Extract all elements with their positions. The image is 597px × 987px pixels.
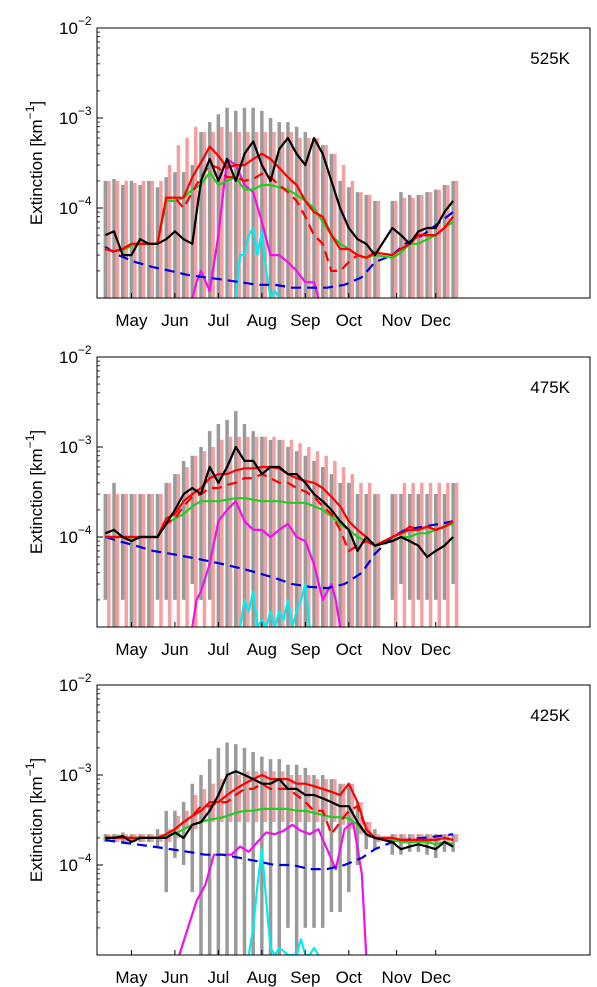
panel-label: 525K: [530, 49, 570, 68]
x-tick-label: Aug: [247, 640, 277, 659]
black-solid-series-line: [104, 136, 454, 257]
x-tick-label: May: [115, 968, 148, 987]
red-solid-series-line: [105, 773, 454, 842]
y-tick-label: 10−4: [59, 851, 92, 875]
x-tick-label: Nov: [382, 311, 413, 330]
x-tick-label: Dec: [421, 311, 452, 330]
y-tick-label: 10−3: [59, 104, 92, 128]
x-tick-label: May: [115, 640, 148, 659]
cyan-solid-series-line: [234, 226, 281, 298]
x-tick-label: Jul: [208, 311, 230, 330]
blue-dashed-series-line: [105, 833, 454, 871]
y-tick-label: 10−4: [59, 194, 92, 218]
axes-frame: [96, 684, 591, 956]
x-tick-label: Sep: [290, 640, 320, 659]
axes-frame: [96, 356, 591, 628]
y-tick-label: 10−2: [59, 14, 92, 38]
x-tick-label: Jun: [161, 968, 188, 987]
x-tick-label: Jun: [161, 640, 188, 659]
y-axis-label: Extinction [km−1]: [23, 758, 46, 882]
plot-area: [103, 411, 459, 627]
x-tick-label: Oct: [336, 640, 363, 659]
x-tick-label: Nov: [382, 968, 413, 987]
panel-3: 10−2 10−3 10−4 May Jun Jul Aug Sep Oct Nov Dec 425K…: [23, 671, 591, 987]
panel-1: 10−2 10−3 10−4 May Jun Jul Aug Sep Oct Nov Dec 525K…: [23, 14, 591, 330]
panel-2: 10−2 10−3 10−4 May Jun Jul Aug Sep Oct Nov Dec 475K…: [23, 343, 591, 659]
axes-frame: [96, 27, 591, 299]
x-tick-label: Jul: [208, 968, 230, 987]
magenta-solid-series-line: [178, 820, 368, 955]
panel-label: 475K: [530, 378, 570, 397]
black-solid-series-line: [104, 445, 454, 559]
y-axis-label: Extinction [km−1]: [23, 101, 46, 225]
panel-label: 425K: [530, 706, 570, 725]
red-dashed-series-line: [105, 164, 454, 272]
x-tick-label: Nov: [382, 640, 413, 659]
plot-area: [103, 107, 459, 298]
x-tick-label: Dec: [421, 640, 452, 659]
x-tick-label: Oct: [336, 311, 363, 330]
x-tick-label: Aug: [247, 311, 277, 330]
y-tick-label: 10−2: [59, 671, 92, 695]
magenta-solid-series-line: [191, 157, 320, 298]
y-axis-label: Extinction [km−1]: [23, 430, 46, 554]
x-tick-label: Aug: [247, 968, 277, 987]
black-solid-series-line: [105, 770, 454, 851]
x-tick-label: Jun: [161, 311, 188, 330]
x-tick-label: Sep: [290, 311, 320, 330]
y-tick-label: 10−3: [59, 433, 92, 457]
x-tick-label: Sep: [290, 968, 320, 987]
x-tick-label: May: [115, 311, 148, 330]
x-tick-label: Dec: [421, 968, 452, 987]
plot-area: [103, 742, 459, 955]
cyan-solid-series-line: [247, 848, 320, 955]
y-tick-label: 10−2: [59, 343, 92, 367]
y-tick-label: 10−4: [59, 523, 92, 547]
x-tick-label: Oct: [336, 968, 363, 987]
y-tick-label: 10−3: [59, 761, 92, 785]
x-tick-label: Jul: [208, 640, 230, 659]
cyan-solid-series-line: [239, 582, 311, 627]
magenta-solid-series-line: [191, 500, 342, 627]
